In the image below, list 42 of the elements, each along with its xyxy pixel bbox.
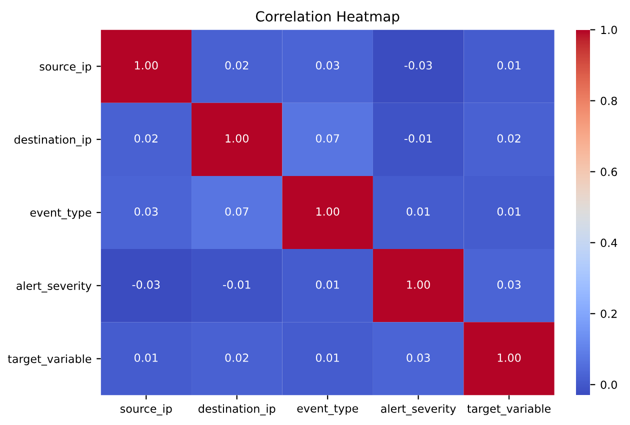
y-tick-label: source_ip (40, 62, 92, 74)
data-label: 0.02 (134, 134, 158, 143)
data-label: -0.03 (404, 61, 432, 70)
x-tick-label: alert_severity (381, 404, 456, 416)
data-label: 0.07 (316, 134, 340, 143)
data-label: 0.01 (316, 354, 339, 362)
data-label: 0.03 (406, 354, 430, 362)
data-label: 0.02 (497, 134, 520, 143)
color-bar-label: 0.0 (600, 380, 617, 389)
color-bar-label: 0.6 (600, 168, 618, 176)
data-label: 0.02 (225, 354, 248, 362)
y-tick-label: target_variable (8, 354, 92, 366)
data-label: -0.03 (132, 280, 160, 289)
chart-title: Correlation Heatmap (256, 10, 400, 24)
x-tick-label: destination_ip (198, 404, 276, 416)
data-label: -0.01 (223, 280, 250, 289)
data-label: 0.01 (497, 61, 520, 70)
color-bar-label: 1.0 (601, 26, 617, 34)
y-tick-label: event_type (30, 208, 92, 220)
data-label: 0.07 (225, 207, 248, 216)
color-bar-label: 0.8 (600, 96, 617, 106)
data-label: 1.00 (498, 354, 521, 362)
y-tick-label: destination_ip (14, 135, 92, 146)
x-tick-label: source_ip (120, 404, 172, 416)
data-label: -0.01 (404, 134, 432, 143)
data-label: 1.00 (407, 280, 430, 289)
x-tick-label: event_type (297, 404, 358, 416)
data-label: 0.02 (225, 61, 248, 70)
color-bar-label: 0.2 (600, 310, 617, 318)
data-label: 0.03 (497, 280, 521, 289)
data-label: 1.00 (226, 134, 249, 143)
data-label: 0.01 (134, 354, 158, 362)
data-label: 1.00 (135, 61, 158, 70)
x-tick-label: target_variable (467, 404, 551, 416)
color-bar-label: 0.4 (600, 238, 618, 248)
y-tick-label: alert_severity (16, 281, 92, 292)
data-label: 0.01 (497, 207, 520, 216)
data-label: 0.01 (406, 207, 430, 216)
data-label: 0.03 (134, 207, 158, 216)
data-label: 0.01 (316, 280, 339, 289)
data-label: 1.00 (316, 207, 340, 216)
data-label: 0.03 (316, 61, 340, 70)
